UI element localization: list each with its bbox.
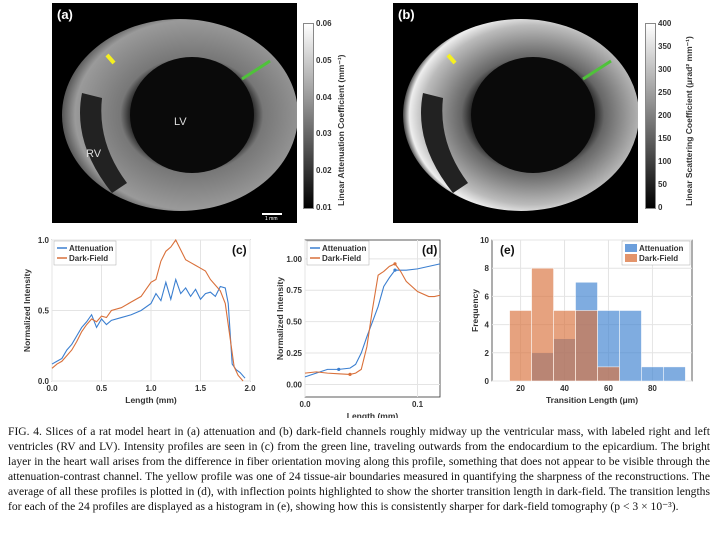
x-axis-label: Transition Length (μm) [546,395,638,405]
attenuation-colorbar [303,23,314,209]
heart-slice-attenuation [62,19,298,215]
chart-e [491,239,693,382]
yellow-profile-marker [446,53,457,65]
dark-field-slice-image [393,3,639,223]
legend-entry: Dark-Field [322,254,361,263]
tick-label: 0.0 [299,400,311,409]
inflection-point [348,372,352,376]
legend-swatch [625,244,637,252]
panel-label: (e) [500,243,515,257]
tick-label: 1.0 [145,384,157,393]
colorbar-tick: 400 [658,19,672,28]
scattering-colorbar [645,23,656,209]
y-axis-label: Normalized Intensity [275,277,285,360]
tick-label: 0.0 [46,384,58,393]
tick-label: 0.00 [286,380,302,389]
tick-label: 10 [480,236,489,245]
histogram-bar [663,366,686,382]
tick-label: 0 [485,377,490,386]
tick-label: 60 [604,384,613,393]
tick-label: 1.00 [286,255,302,264]
green-profile-line [241,59,271,81]
colorbar-tick: 150 [658,134,672,143]
colorbar-tick: 0.02 [316,166,332,176]
scale-bar [262,213,282,215]
green-profile-line [582,59,612,81]
colorbar-tick: 0.01 [316,203,332,212]
legend-entry: Attenuation [322,244,367,253]
chart-d [304,239,441,398]
histogram-bar [619,310,642,382]
series-line-attenuation [304,263,441,378]
panel-a-label: (a) [57,7,73,22]
tick-label: 0.0 [38,377,50,386]
legend-entry: Attenuation [69,244,114,253]
y-axis-label: Normalized Intensity [22,269,32,352]
histogram-bar [641,366,664,382]
tick-label: 0.75 [286,286,302,295]
heart-slice-dark-field [403,19,639,211]
scale-bar-label: 1 mm [265,216,278,222]
attenuation-colorbar-title: Linear Attenuation Coefficient (mm⁻¹) [336,54,346,206]
tick-label: 6 [485,292,490,301]
attenuation-slice-image [52,3,298,223]
tick-label: 0.25 [286,349,302,358]
series-line-dark-field [304,263,441,375]
legend-entry: Attenuation [639,244,684,253]
colorbar-tick: 250 [658,88,672,97]
series-line-dark-field [51,238,244,382]
legend [53,240,117,266]
tick-label: 1.0 [38,236,50,245]
colorbar-tick: 0 [658,203,663,212]
legend-entry: Dark-Field [639,254,678,263]
colorbar-tick: 0.03 [316,129,332,139]
tick-label: 0.5 [38,307,50,316]
colorbar-tick: 100 [658,157,672,166]
inflection-point [337,367,341,371]
tick-label: 20 [516,384,525,393]
scattering-colorbar-title: Linear Scattering Coefficient (μrad² mm⁻… [684,36,694,206]
colorbar-tick: 0.05 [316,55,332,65]
tick-label: 0.50 [286,318,302,327]
colorbar-tick: 50 [658,180,667,189]
tick-label: 0.5 [96,384,108,393]
colorbar-tick: 350 [658,42,672,51]
tick-label: 40 [560,384,569,393]
histogram-bar [531,267,554,382]
tick-label: 4 [485,321,490,330]
legend-swatch [625,254,637,262]
panel-label: (c) [232,243,247,257]
legend [306,240,370,266]
tick-label: 2 [485,349,490,358]
histogram-bar [597,366,620,382]
colorbar-tick: 300 [658,65,672,74]
x-axis-label: Length (mm) [347,411,399,418]
profile-charts: 0.0 0.5 1.0 1.5 2.0 0.0 0.5 1.0 Length (mm) Norma… [22,236,693,418]
panel-label: (d) [422,243,437,257]
tick-label: 2.0 [244,384,256,393]
colorbar-tick: 0.04 [316,92,332,102]
x-axis-label: Length (mm) [125,395,177,405]
tick-label: 8 [485,264,490,273]
chart-c [51,238,251,382]
tick-label: 1.5 [195,384,207,393]
tick-label: 0.1 [412,400,424,409]
yellow-profile-marker [105,53,116,65]
colorbar-tick: 0.06 [316,19,332,28]
tick-label: 80 [648,384,657,393]
histogram-bar [509,310,532,382]
histogram-bar [553,310,576,382]
colorbar-tick: 200 [658,111,672,120]
histogram-bar [575,310,598,382]
panel-b-label: (b) [398,7,415,22]
rv-label: RV [86,148,102,160]
inflection-point [393,262,397,266]
legend-entry: Dark-Field [69,254,108,263]
series-line-attenuation [51,277,246,379]
lv-label: LV [174,116,187,128]
figure-caption: FIG. 4. Slices of a rat model heart in (… [8,425,710,513]
y-axis-label: Frequency [470,289,480,332]
inflection-point [393,268,397,272]
